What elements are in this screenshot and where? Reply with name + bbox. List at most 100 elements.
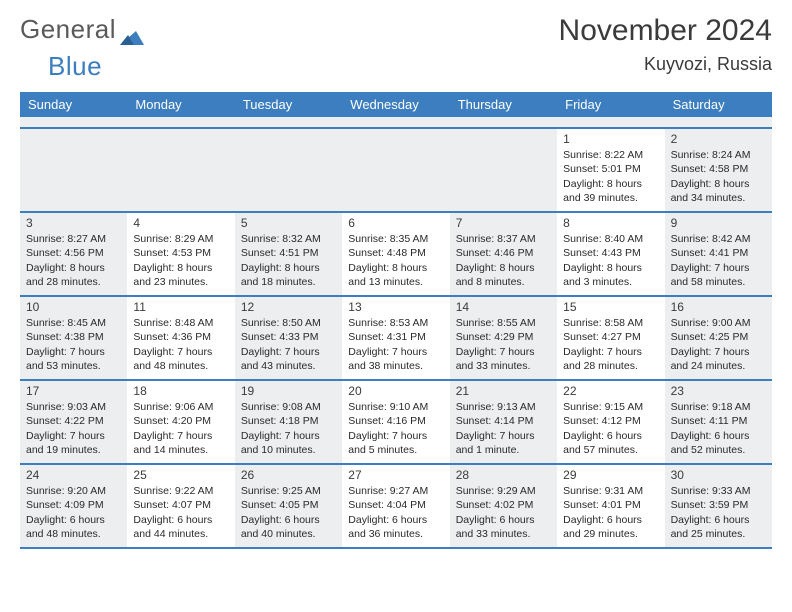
- daylight-text: Daylight: 6 hours and 44 minutes.: [133, 513, 228, 541]
- day-number: 6: [348, 215, 443, 231]
- daylight-text: Daylight: 7 hours and 38 minutes.: [348, 345, 443, 373]
- calendar-cell: 23Sunrise: 9:18 AMSunset: 4:11 PMDayligh…: [665, 381, 772, 463]
- day-number: 3: [26, 215, 121, 231]
- calendar-cell: 18Sunrise: 9:06 AMSunset: 4:20 PMDayligh…: [127, 381, 234, 463]
- brand-triangle-icon: [120, 21, 144, 39]
- calendar-cell: 28Sunrise: 9:29 AMSunset: 4:02 PMDayligh…: [450, 465, 557, 547]
- page-title: November 2024: [559, 14, 772, 48]
- daylight-text: Daylight: 6 hours and 57 minutes.: [563, 429, 658, 457]
- daylight-text: Daylight: 6 hours and 29 minutes.: [563, 513, 658, 541]
- calendar-cell-empty: [450, 129, 557, 211]
- sunset-text: Sunset: 4:36 PM: [133, 330, 228, 344]
- sunrise-text: Sunrise: 8:50 AM: [241, 316, 336, 330]
- sunrise-text: Sunrise: 9:31 AM: [563, 484, 658, 498]
- daylight-text: Daylight: 6 hours and 25 minutes.: [671, 513, 766, 541]
- sunset-text: Sunset: 4:38 PM: [26, 330, 121, 344]
- daylight-text: Daylight: 8 hours and 8 minutes.: [456, 261, 551, 289]
- sunset-text: Sunset: 4:12 PM: [563, 414, 658, 428]
- calendar-cell: 10Sunrise: 8:45 AMSunset: 4:38 PMDayligh…: [20, 297, 127, 379]
- sunrise-text: Sunrise: 8:37 AM: [456, 232, 551, 246]
- day-number: 18: [133, 383, 228, 399]
- calendar-grid: Sunday Monday Tuesday Wednesday Thursday…: [20, 92, 772, 549]
- sunset-text: Sunset: 4:51 PM: [241, 246, 336, 260]
- sunset-text: Sunset: 4:11 PM: [671, 414, 766, 428]
- calendar-cell: 8Sunrise: 8:40 AMSunset: 4:43 PMDaylight…: [557, 213, 664, 295]
- sunset-text: Sunset: 4:46 PM: [456, 246, 551, 260]
- calendar-cell: 13Sunrise: 8:53 AMSunset: 4:31 PMDayligh…: [342, 297, 449, 379]
- sunrise-text: Sunrise: 9:15 AM: [563, 400, 658, 414]
- sunrise-text: Sunrise: 9:00 AM: [671, 316, 766, 330]
- calendar-cell: 27Sunrise: 9:27 AMSunset: 4:04 PMDayligh…: [342, 465, 449, 547]
- day-number: 17: [26, 383, 121, 399]
- daylight-text: Daylight: 7 hours and 10 minutes.: [241, 429, 336, 457]
- daylight-text: Daylight: 8 hours and 3 minutes.: [563, 261, 658, 289]
- sunrise-text: Sunrise: 8:42 AM: [671, 232, 766, 246]
- sunrise-text: Sunrise: 8:45 AM: [26, 316, 121, 330]
- day-number: 11: [133, 299, 228, 315]
- calendar-week-row: 1Sunrise: 8:22 AMSunset: 5:01 PMDaylight…: [20, 129, 772, 213]
- sunrise-text: Sunrise: 9:03 AM: [26, 400, 121, 414]
- sunrise-text: Sunrise: 8:35 AM: [348, 232, 443, 246]
- day-number: 15: [563, 299, 658, 315]
- sunset-text: Sunset: 4:07 PM: [133, 498, 228, 512]
- daylight-text: Daylight: 8 hours and 18 minutes.: [241, 261, 336, 289]
- daylight-text: Daylight: 6 hours and 33 minutes.: [456, 513, 551, 541]
- brand-part2: Blue: [48, 51, 102, 82]
- sunset-text: Sunset: 4:27 PM: [563, 330, 658, 344]
- daylight-text: Daylight: 6 hours and 40 minutes.: [241, 513, 336, 541]
- weekday-header: Thursday: [450, 92, 557, 117]
- weekday-header: Tuesday: [235, 92, 342, 117]
- sunset-text: Sunset: 4:31 PM: [348, 330, 443, 344]
- sunset-text: Sunset: 4:29 PM: [456, 330, 551, 344]
- daylight-text: Daylight: 7 hours and 53 minutes.: [26, 345, 121, 373]
- sunset-text: Sunset: 4:09 PM: [26, 498, 121, 512]
- sunrise-text: Sunrise: 9:25 AM: [241, 484, 336, 498]
- calendar-cell: 9Sunrise: 8:42 AMSunset: 4:41 PMDaylight…: [665, 213, 772, 295]
- calendar-cell: 1Sunrise: 8:22 AMSunset: 5:01 PMDaylight…: [557, 129, 664, 211]
- sunrise-text: Sunrise: 8:24 AM: [671, 148, 766, 162]
- calendar-cell: 15Sunrise: 8:58 AMSunset: 4:27 PMDayligh…: [557, 297, 664, 379]
- sunrise-text: Sunrise: 8:53 AM: [348, 316, 443, 330]
- calendar-week-row: 24Sunrise: 9:20 AMSunset: 4:09 PM Dayligh…: [20, 465, 772, 549]
- calendar-cell: 26Sunrise: 9:25 AMSunset: 4:05 PMDayligh…: [235, 465, 342, 547]
- daylight-text: Daylight: 7 hours and 19 minutes.: [26, 429, 121, 457]
- calendar-cell: 16Sunrise: 9:00 AMSunset: 4:25 PMDayligh…: [665, 297, 772, 379]
- sunset-text: Sunset: 4:05 PM: [241, 498, 336, 512]
- daylight-text: Daylight: 7 hours and 24 minutes.: [671, 345, 766, 373]
- calendar-week-row: 17Sunrise: 9:03 AMSunset: 4:22 PMDayligh…: [20, 381, 772, 465]
- day-number: 20: [348, 383, 443, 399]
- day-number: 26: [241, 467, 336, 483]
- sunset-text: Sunset: 4:16 PM: [348, 414, 443, 428]
- calendar-cell: 4Sunrise: 8:29 AMSunset: 4:53 PMDaylight…: [127, 213, 234, 295]
- calendar-cell: 19Sunrise: 9:08 AMSunset: 4:18 PMDayligh…: [235, 381, 342, 463]
- day-number: 12: [241, 299, 336, 315]
- sunrise-text: Sunrise: 8:32 AM: [241, 232, 336, 246]
- calendar-cell: 30Sunrise: 9:33 AMSunset: 3:59 PMDayligh…: [665, 465, 772, 547]
- location-subtitle: Kuyvozi, Russia: [559, 54, 772, 75]
- day-number: 29: [563, 467, 658, 483]
- daylight-text: Daylight: 8 hours and 34 minutes.: [671, 177, 766, 205]
- calendar-cell-empty: [342, 129, 449, 211]
- calendar-cell: 5Sunrise: 8:32 AMSunset: 4:51 PMDaylight…: [235, 213, 342, 295]
- weekday-header: Friday: [557, 92, 664, 117]
- sunrise-text: Sunrise: 9:18 AM: [671, 400, 766, 414]
- sunrise-text: Sunrise: 9:20 AM: [26, 484, 121, 498]
- sunrise-text: Sunrise: 8:55 AM: [456, 316, 551, 330]
- day-number: 30: [671, 467, 766, 483]
- day-number: 21: [456, 383, 551, 399]
- weekday-header: Sunday: [20, 92, 127, 117]
- calendar-cell: 29Sunrise: 9:31 AMSunset: 4:01 PMDayligh…: [557, 465, 664, 547]
- title-block: November 2024 Kuyvozi, Russia: [559, 14, 772, 75]
- calendar-cell: 7Sunrise: 8:37 AMSunset: 4:46 PMDaylight…: [450, 213, 557, 295]
- daylight-text: Daylight: 6 hours and 36 minutes.: [348, 513, 443, 541]
- calendar-cell: 6Sunrise: 8:35 AMSunset: 4:48 PMDaylight…: [342, 213, 449, 295]
- sunset-text: Sunset: 4:58 PM: [671, 162, 766, 176]
- brand-logo: General: [20, 14, 144, 45]
- sunrise-text: Sunrise: 9:29 AM: [456, 484, 551, 498]
- day-number: 4: [133, 215, 228, 231]
- day-number: 24: [26, 467, 121, 483]
- daylight-text: Daylight: 6 hours and 52 minutes.: [671, 429, 766, 457]
- daylight-text: Daylight: 7 hours and 14 minutes.: [133, 429, 228, 457]
- daylight-text: Daylight: 8 hours and 39 minutes.: [563, 177, 658, 205]
- calendar-cell: 24Sunrise: 9:20 AMSunset: 4:09 PMDayligh…: [20, 465, 127, 547]
